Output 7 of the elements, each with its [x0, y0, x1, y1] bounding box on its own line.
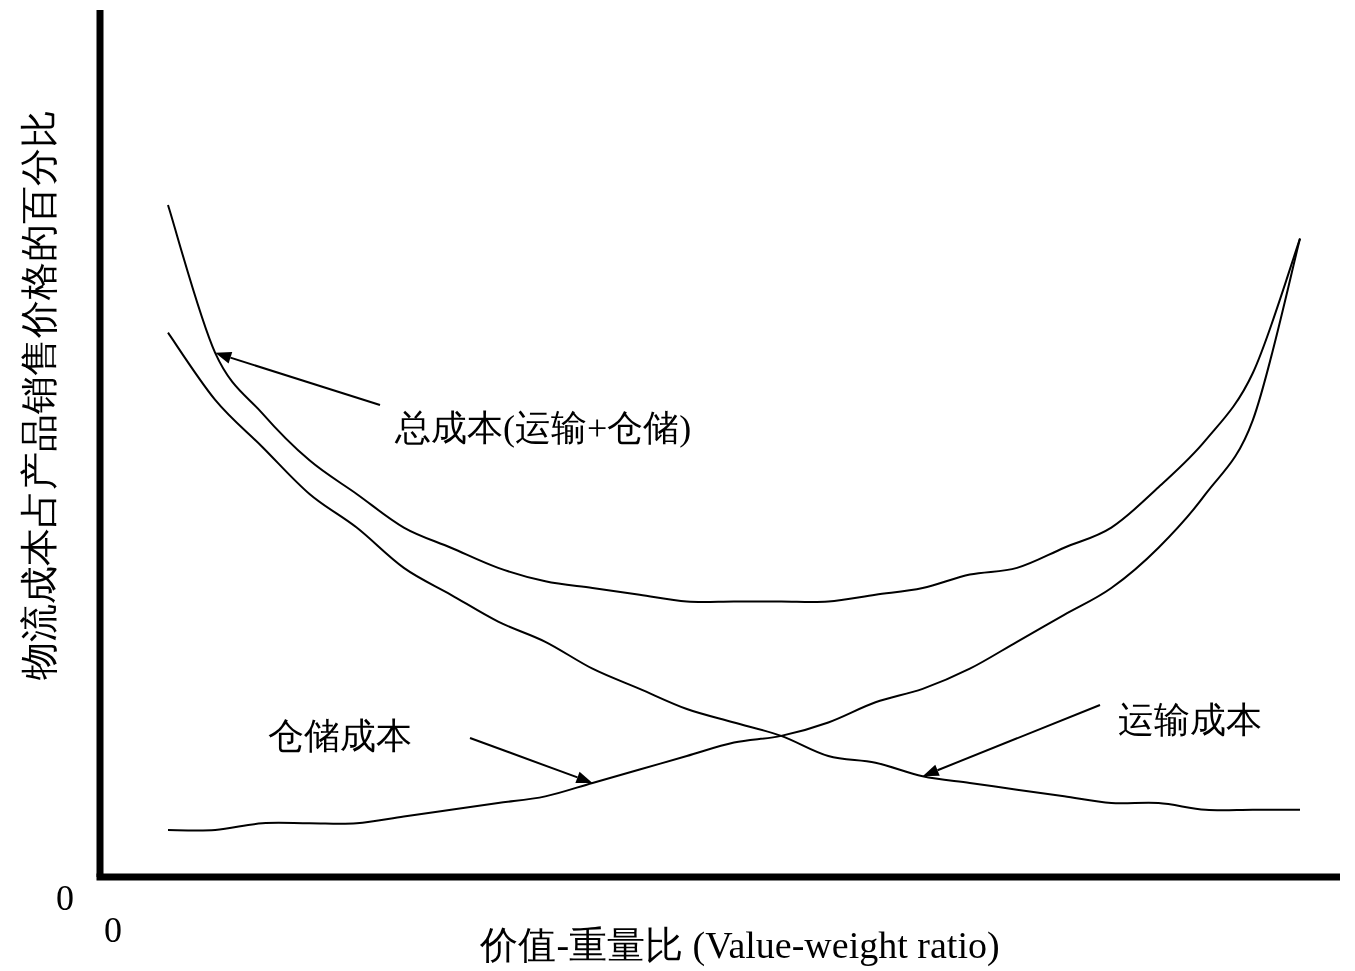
y-axis-title: 物流成本占产品销售价格的百分比	[18, 110, 60, 680]
text: 0	[104, 910, 122, 950]
series-label: 仓储成本	[268, 716, 412, 756]
legend-label: 运输成本	[1118, 700, 1262, 740]
series-label: 总成本(运输+仓储)	[394, 408, 692, 448]
text: 0	[56, 878, 74, 918]
x-axis-title: 价值-重量比 (Value-weight ratio)	[479, 924, 1000, 967]
